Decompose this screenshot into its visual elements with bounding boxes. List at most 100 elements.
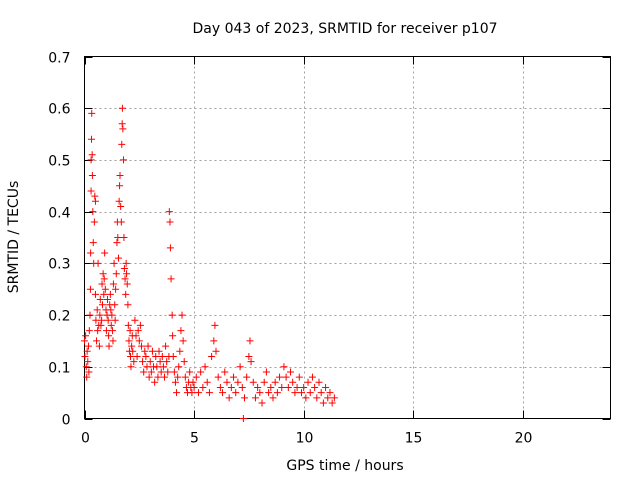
data-point [212, 347, 220, 355]
data-point [317, 389, 325, 397]
data-point [87, 156, 95, 164]
data-point [246, 337, 254, 345]
data-point [112, 285, 120, 293]
data-point [163, 358, 171, 366]
data-point [205, 389, 213, 397]
data-point [190, 383, 198, 391]
data-point [142, 352, 150, 360]
data-point [223, 378, 231, 386]
data-point [178, 311, 186, 319]
x-tick-label: 15 [405, 431, 423, 447]
data-point [134, 327, 142, 335]
data-point [238, 383, 246, 391]
data-point [115, 197, 123, 205]
data-point [324, 394, 332, 402]
data-point [180, 358, 188, 366]
data-point [147, 368, 155, 376]
data-point [117, 202, 125, 210]
data-point [99, 270, 107, 278]
data-point [152, 352, 160, 360]
data-point [146, 358, 154, 366]
data-point [177, 327, 185, 335]
data-point [114, 254, 122, 262]
data-point [104, 316, 112, 324]
data-point [128, 342, 136, 350]
y-tick-labels: 0 0.1 0.2 0.3 0.4 0.5 0.6 0.7 [48, 51, 70, 429]
data-point [106, 290, 114, 298]
data-point [137, 342, 145, 350]
data-point [84, 342, 92, 350]
data-point [173, 389, 181, 397]
data-point [300, 383, 308, 391]
data-point [102, 327, 110, 335]
data-point [243, 373, 251, 381]
data-point [104, 296, 112, 304]
y-axis-label: SRMTID / TECUs [6, 181, 22, 294]
data-point [256, 389, 264, 397]
data-point [258, 399, 266, 407]
data-point [123, 280, 131, 288]
y-tick-label: 0.5 [48, 154, 70, 170]
data-point [315, 378, 323, 386]
grid-lines [84, 56, 611, 419]
data-point [240, 394, 248, 402]
data-point [174, 373, 182, 381]
data-point [89, 239, 97, 247]
data-point [271, 378, 279, 386]
data-point [87, 249, 95, 257]
data-point [143, 363, 151, 371]
data-point [225, 394, 233, 402]
data-point [164, 368, 172, 376]
data-point [297, 389, 305, 397]
data-point [201, 363, 209, 371]
data-point [107, 321, 115, 329]
data-point [111, 301, 119, 309]
data-point [158, 352, 166, 360]
data-point [221, 368, 229, 376]
data-point [124, 321, 132, 329]
data-point [230, 373, 238, 381]
data-point [170, 368, 178, 376]
data-point [88, 171, 96, 179]
data-point [167, 275, 175, 283]
data-point [192, 373, 200, 381]
data-point [120, 265, 128, 273]
data-point [251, 394, 259, 402]
data-point [86, 311, 94, 319]
data-point [83, 347, 91, 355]
data-point [101, 249, 109, 257]
data-point [121, 275, 129, 283]
data-point [89, 208, 97, 216]
data-point [171, 378, 179, 386]
data-point [94, 327, 102, 335]
data-point [107, 306, 115, 314]
data-point [131, 316, 139, 324]
data-point [302, 394, 310, 402]
data-point [284, 383, 292, 391]
data-point [194, 389, 202, 397]
data-point [151, 378, 159, 386]
data-point [179, 337, 187, 345]
data-point [265, 389, 273, 397]
data-point [88, 135, 96, 143]
data-point [85, 327, 93, 335]
data-point [100, 290, 108, 298]
data-point [326, 389, 334, 397]
data-point [88, 151, 96, 159]
data-point [82, 332, 90, 340]
data-point [166, 218, 174, 226]
data-point [287, 368, 295, 376]
data-point [85, 368, 93, 376]
data-point [109, 337, 117, 345]
data-point [203, 378, 211, 386]
y-tick-label: 0.7 [48, 51, 70, 67]
data-point [83, 373, 91, 381]
data-point [122, 259, 130, 267]
data-point [282, 373, 290, 381]
data-point [101, 285, 109, 293]
data-point [127, 363, 135, 371]
data-point [98, 280, 106, 288]
data-point [120, 234, 128, 241]
data-point [96, 296, 104, 304]
x-tick-label: 0 [81, 431, 90, 447]
